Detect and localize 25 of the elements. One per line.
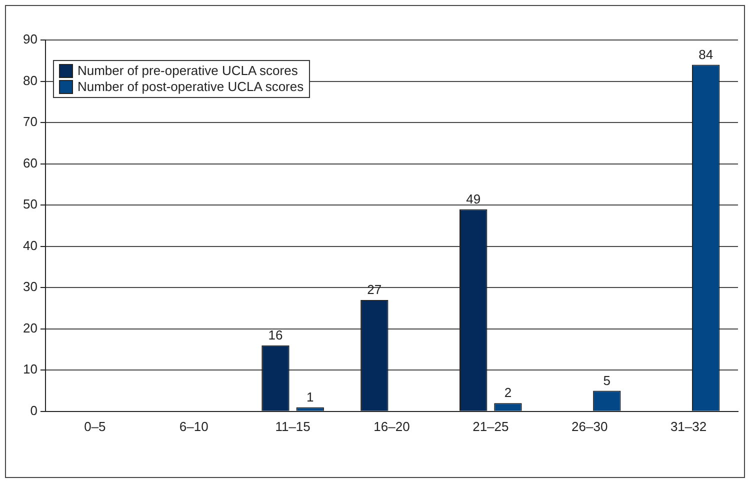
x-tick-label: 21–25 (472, 418, 509, 434)
y-tick-label: 10 (22, 362, 38, 377)
y-tick-label: 30 (22, 279, 38, 294)
y-tick-label: 20 (22, 320, 38, 336)
data-label: 16 (268, 327, 283, 342)
data-label: 2 (504, 385, 512, 400)
data-label: 1 (306, 389, 314, 404)
x-tick-label: 11–15 (275, 418, 310, 434)
x-tick-label: 16–20 (374, 418, 410, 434)
data-label: 49 (466, 191, 481, 206)
y-tick-label: 40 (22, 238, 38, 253)
y-tick-label: 60 (22, 155, 38, 170)
x-tick-label: 31–32 (670, 418, 707, 434)
y-tick-label: 50 (22, 196, 38, 212)
data-label: 5 (603, 372, 611, 388)
legend-label: Number of pre-operative UCLA scores (77, 63, 298, 79)
y-tick-label: 0 (30, 402, 38, 418)
x-tick-label: 0–5 (84, 418, 106, 434)
y-tick-label: 80 (22, 72, 38, 88)
y-tick-label: 70 (22, 114, 38, 130)
y-tick-label: 90 (22, 32, 38, 47)
x-tick-label: 26–30 (572, 418, 608, 434)
legend-label: Number of post-operative UCLA scores (77, 79, 304, 95)
x-tick-label: 6–10 (179, 418, 208, 434)
data-label: 84 (698, 46, 714, 62)
